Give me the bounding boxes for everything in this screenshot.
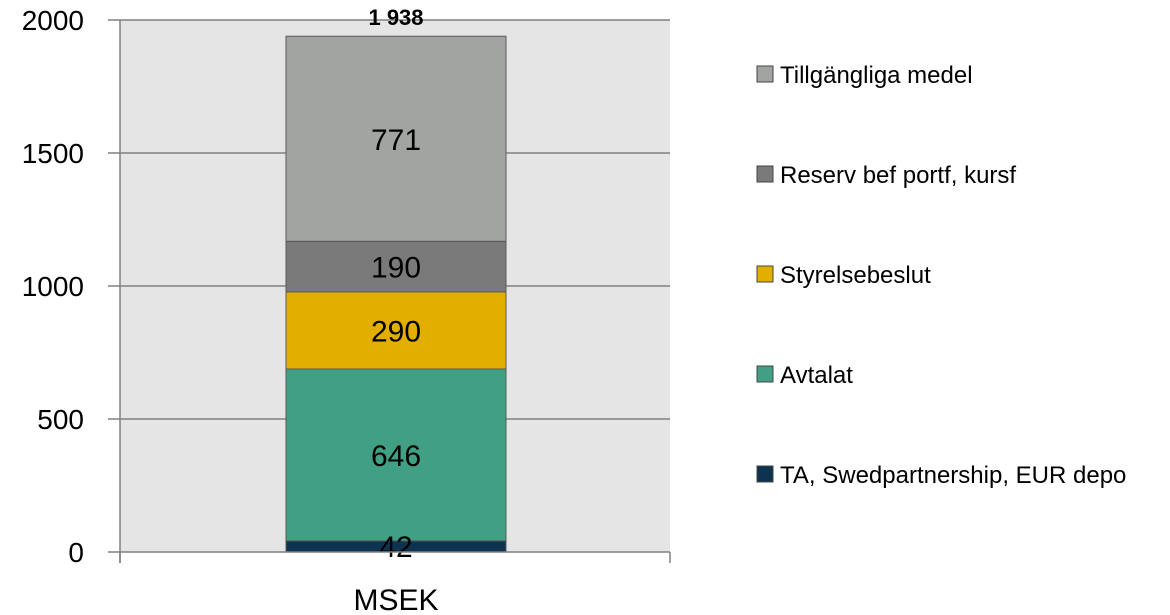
legend-swatch <box>756 65 774 83</box>
y-tick-label: 1000 <box>22 271 84 302</box>
y-axis-ticks: 0 500 1000 1500 2000 <box>22 5 120 568</box>
total-label: 1 938 <box>368 5 423 30</box>
segment-value-label: 42 <box>379 531 412 564</box>
legend: Tillgängliga medel Reserv bef portf, kurs… <box>756 62 1126 489</box>
legend-swatch <box>756 165 774 183</box>
bar-segments <box>285 35 507 553</box>
legend-label: Avtalat <box>780 362 853 389</box>
legend-swatch <box>756 265 774 283</box>
y-tick-label: 1500 <box>22 138 84 169</box>
y-tick-label: 500 <box>37 404 84 435</box>
segment-value-label: 771 <box>371 124 421 157</box>
y-tick-label: 0 <box>68 537 84 568</box>
legend-label: Tillgängliga medel <box>780 62 973 89</box>
legend-swatch <box>756 365 774 383</box>
legend-label: TA, Swedpartnership, EUR depo <box>780 462 1126 489</box>
segment-value-label: 290 <box>371 315 421 348</box>
segment-value-label: 190 <box>371 252 421 285</box>
y-tick-label: 2000 <box>22 5 84 36</box>
bar-segment <box>285 35 507 242</box>
legend-label: Styrelsebeslut <box>780 262 931 289</box>
bar-segment <box>285 368 507 542</box>
category-label: MSEK <box>353 584 438 615</box>
legend-swatch <box>756 465 774 483</box>
segment-value-label: 646 <box>371 440 421 473</box>
legend-label: Reserv bef portf, kursf <box>780 162 1016 189</box>
segment-labels: 42 646 290 190 771 <box>371 124 421 564</box>
